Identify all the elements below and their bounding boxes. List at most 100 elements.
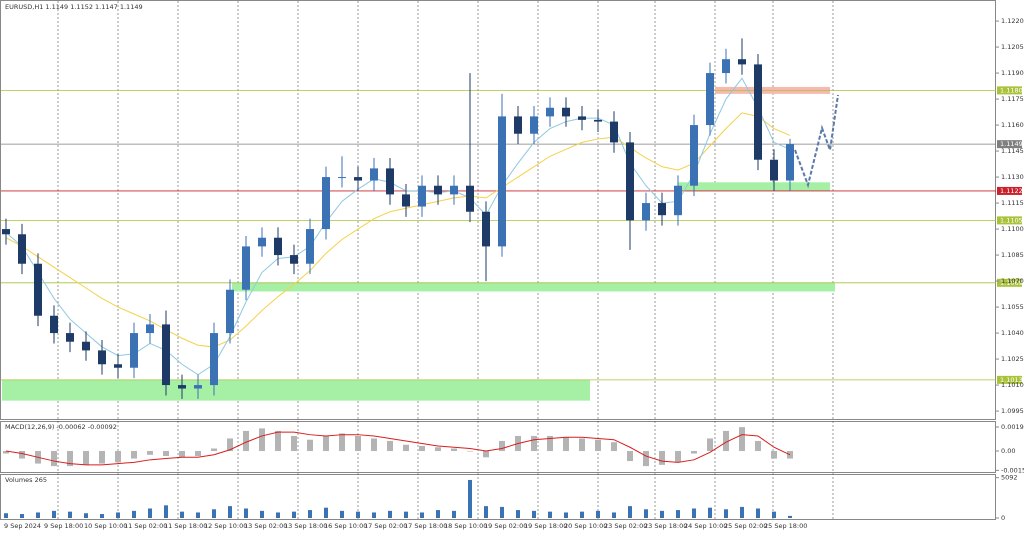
volume-bar xyxy=(436,510,440,518)
y-tick-label: 1.1160 xyxy=(1001,121,1024,129)
price-level-tag xyxy=(997,186,1022,195)
volume-bar xyxy=(180,511,184,518)
candle-body xyxy=(210,333,218,386)
macd-bar xyxy=(147,451,153,455)
volume-bar xyxy=(84,513,88,518)
macd-bar xyxy=(83,451,89,465)
x-tick-label: 24 Sep 10:00 xyxy=(684,522,727,530)
candle-body xyxy=(194,385,202,389)
candle-body xyxy=(690,125,698,186)
macd-bar xyxy=(339,433,345,452)
volume-bar xyxy=(468,479,472,518)
volume-bar xyxy=(660,510,664,518)
macd-bar xyxy=(323,435,329,452)
candle-body xyxy=(642,203,650,221)
macd-bar xyxy=(179,451,185,458)
zone xyxy=(2,379,590,401)
macd-bar xyxy=(579,438,585,452)
main-title: EURUSD,H1 1.1149 1.1152 1.1147 1.1149 xyxy=(5,3,143,11)
volume-bar xyxy=(292,511,296,518)
y-tick-label: 0.00 xyxy=(1001,447,1015,455)
macd-bar xyxy=(259,428,265,452)
price-level-tag xyxy=(997,278,1022,287)
candle-body xyxy=(66,333,74,342)
volume-bar xyxy=(692,508,696,518)
macd-bar xyxy=(19,451,25,459)
volume-bar xyxy=(500,506,504,518)
x-tick-label: 16 Sep 10:00 xyxy=(324,522,367,530)
volume-bar xyxy=(580,511,584,518)
macd-bar xyxy=(387,440,393,452)
volume-bar xyxy=(132,510,136,518)
macd-bar xyxy=(307,439,313,452)
x-tick-label: 9 Sep 2024 xyxy=(4,522,41,530)
x-tick-label: 17 Sep 18:00 xyxy=(404,522,447,530)
macd-bar xyxy=(275,430,281,452)
candle-body xyxy=(754,64,762,160)
y-tick-label: 1.1100 xyxy=(1001,225,1024,233)
volume-bar xyxy=(308,510,312,518)
volume-bar xyxy=(68,511,72,518)
candle-body xyxy=(290,255,298,264)
zone xyxy=(232,282,835,292)
volume-bar xyxy=(388,510,392,518)
volume-bar xyxy=(356,511,360,518)
y-tick-label: 1.1115 xyxy=(1001,199,1024,207)
volume-bar xyxy=(724,509,728,518)
macd-bar xyxy=(595,439,601,452)
price-level-label: 1.1180 xyxy=(1000,86,1023,94)
macd-bar xyxy=(355,435,361,452)
y-tick-label: 1.1010 xyxy=(1001,381,1024,389)
ma-fast xyxy=(5,77,791,376)
candle-body xyxy=(562,107,570,117)
macd-bar xyxy=(563,437,569,452)
zones xyxy=(1,86,996,401)
price-level-label: 1.1122 xyxy=(1000,187,1023,195)
volume-bar xyxy=(740,506,744,518)
candle-body xyxy=(322,177,330,230)
x-tick-label: 23 Sep 18:00 xyxy=(644,522,687,530)
volume-bar xyxy=(644,509,648,518)
candle-body xyxy=(450,185,458,195)
y-tick-label: 1.0995 xyxy=(1001,407,1024,415)
y-tick-label: 1.1070 xyxy=(1001,277,1024,285)
x-tick-label: 25 Sep 02:00 xyxy=(724,522,767,530)
candle-body xyxy=(722,59,730,74)
volume-bar xyxy=(20,514,24,518)
candle-body xyxy=(386,168,394,195)
macd-bar xyxy=(131,451,137,459)
macd-bar xyxy=(627,451,633,462)
macd-bar xyxy=(659,451,665,465)
volume-bar xyxy=(228,506,232,518)
macd-bar xyxy=(195,451,201,457)
x-tick-label: 19 Sep 02:00 xyxy=(484,522,527,530)
candle-body xyxy=(274,237,282,256)
candle-body xyxy=(418,185,426,207)
macd-frame xyxy=(0,421,996,473)
x-tick-label: 11 Sep 18:00 xyxy=(164,522,207,530)
volume-bar xyxy=(772,511,776,518)
candle-body xyxy=(226,289,234,334)
macd-bar xyxy=(291,435,297,452)
y-tick-label: -0.00154 xyxy=(1001,466,1024,474)
macd-bar xyxy=(691,451,697,454)
macd-bar xyxy=(403,444,409,452)
macd-bar xyxy=(499,440,505,452)
volume-bar xyxy=(212,509,216,518)
candle-body xyxy=(98,350,106,365)
volume-bar xyxy=(100,514,104,518)
ma-slow xyxy=(5,112,791,348)
candle-body xyxy=(338,177,346,179)
price-level-tag xyxy=(997,140,1022,149)
candle-body xyxy=(130,333,138,368)
price-level-label: 1.1149 xyxy=(1000,140,1023,148)
candle-body xyxy=(178,385,186,389)
volume-bar xyxy=(564,512,568,518)
x-tick-label: 18 Sep 10:00 xyxy=(444,522,487,530)
candle-body xyxy=(18,234,26,264)
macd-bar xyxy=(739,427,745,452)
candle-body xyxy=(498,116,506,247)
volume-bar xyxy=(116,512,120,518)
candle-body xyxy=(578,116,586,120)
price-level-label: 1.1105 xyxy=(1000,216,1023,224)
